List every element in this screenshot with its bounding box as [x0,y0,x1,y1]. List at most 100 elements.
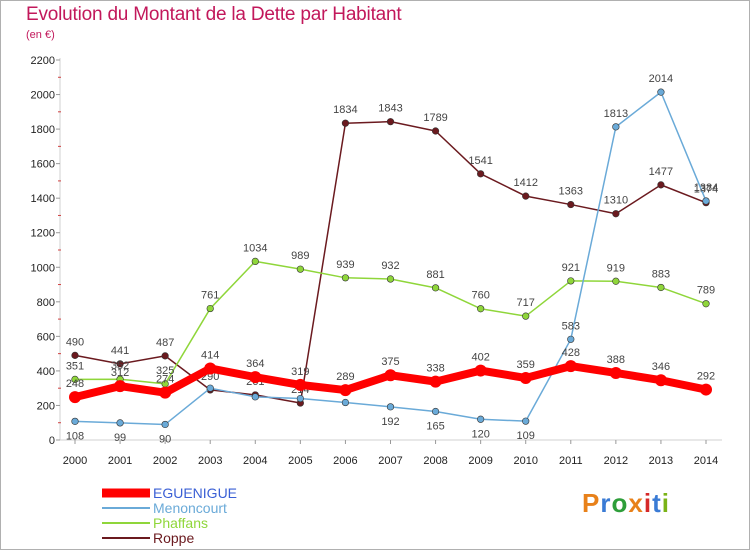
data-point [429,375,442,388]
data-label: 921 [562,262,580,274]
data-label: 428 [562,347,580,359]
data-label: 1477 [649,166,673,178]
data-label: 789 [697,285,715,297]
data-point [564,360,577,373]
data-label: 364 [246,358,264,370]
data-point [522,192,530,200]
data-label: 761 [201,290,219,302]
data-label: 881 [426,269,444,281]
legend-label: Menoncourt [153,500,227,516]
legend-label: Phaffans [153,515,208,531]
data-point [159,386,172,399]
data-label: 120 [471,428,489,440]
data-label: 248 [66,378,84,390]
data-point [431,127,440,135]
data-point [249,371,262,384]
data-label: 359 [517,359,535,371]
legend-label: EGUENIGUE [153,485,237,501]
data-label: 760 [471,290,489,302]
data-point [339,384,352,397]
data-point [522,417,530,425]
data-point [431,407,440,416]
data-label: 1384 [694,182,718,194]
data-label: 1843 [378,103,402,115]
data-point [477,170,485,178]
data-point [204,362,217,375]
y-tick-label: 200 [37,400,55,412]
y-tick-label: 1000 [31,262,55,274]
x-tick-label: 2014 [694,455,718,467]
x-tick-label: 2012 [604,455,628,467]
data-point [251,393,259,401]
data-label: 319 [291,366,309,378]
data-label: 165 [426,421,444,433]
data-label: 1363 [559,186,583,198]
data-point [702,300,710,308]
y-tick-label: 800 [37,297,55,309]
y-tick-label: 1400 [31,193,55,205]
x-tick-label: 2005 [288,455,312,467]
data-point [206,304,214,313]
data-label: 883 [652,268,670,280]
data-label: 1541 [468,155,492,167]
data-label: 441 [111,345,129,357]
data-point [341,398,350,407]
data-label: 108 [66,430,84,442]
y-tick-label: 0 [49,435,55,447]
chart-title: Evolution du Montant de la Dette par Hab… [26,4,402,25]
data-label: 1834 [333,104,357,116]
data-label: 583 [562,320,580,332]
data-label: 1310 [604,195,628,207]
x-tick-label: 2011 [559,455,583,467]
y-tick-label: 600 [37,331,55,343]
data-point [386,403,395,411]
data-label: 274 [156,374,174,386]
data-label: 402 [471,352,489,364]
x-tick-label: 2000 [63,455,87,467]
data-label: 490 [66,336,84,348]
data-point [474,364,487,377]
data-point [657,283,665,292]
y-tick-label: 1800 [31,124,55,136]
data-label: 1813 [604,108,628,120]
x-tick-label: 2004 [243,455,267,467]
data-label: 487 [156,337,174,349]
data-label: 375 [381,356,399,368]
data-label: 351 [66,360,84,372]
x-tick-label: 2010 [513,455,537,467]
data-point [116,419,124,427]
x-tick-label: 2007 [378,455,402,467]
x-tick-label: 2002 [153,455,177,467]
chart-subtitle: (en €) [26,29,55,41]
data-label: 1789 [423,112,447,124]
y-tick-label: 1600 [31,159,55,171]
data-point [69,391,81,404]
data-point [71,351,79,359]
data-point [522,312,530,320]
y-tick-label: 2200 [31,55,55,67]
data-label: 192 [381,416,399,428]
data-point [386,118,395,126]
data-point [657,181,665,189]
y-tick-label: 400 [37,366,55,378]
data-point [612,123,620,131]
x-tick-label: 2003 [198,455,222,467]
data-point [296,394,304,403]
data-point [386,275,395,283]
data-point [567,200,575,209]
data-point [341,119,350,127]
data-label: 289 [336,371,354,383]
data-point [116,360,124,368]
data-point [341,274,350,282]
x-tick-label: 2006 [333,455,357,467]
data-point [477,415,485,423]
data-label: 388 [607,354,625,366]
data-point [654,374,667,387]
data-point [384,369,397,382]
data-point [71,375,79,383]
data-label: 2014 [649,73,673,85]
data-point [567,335,575,343]
data-point [477,305,485,313]
